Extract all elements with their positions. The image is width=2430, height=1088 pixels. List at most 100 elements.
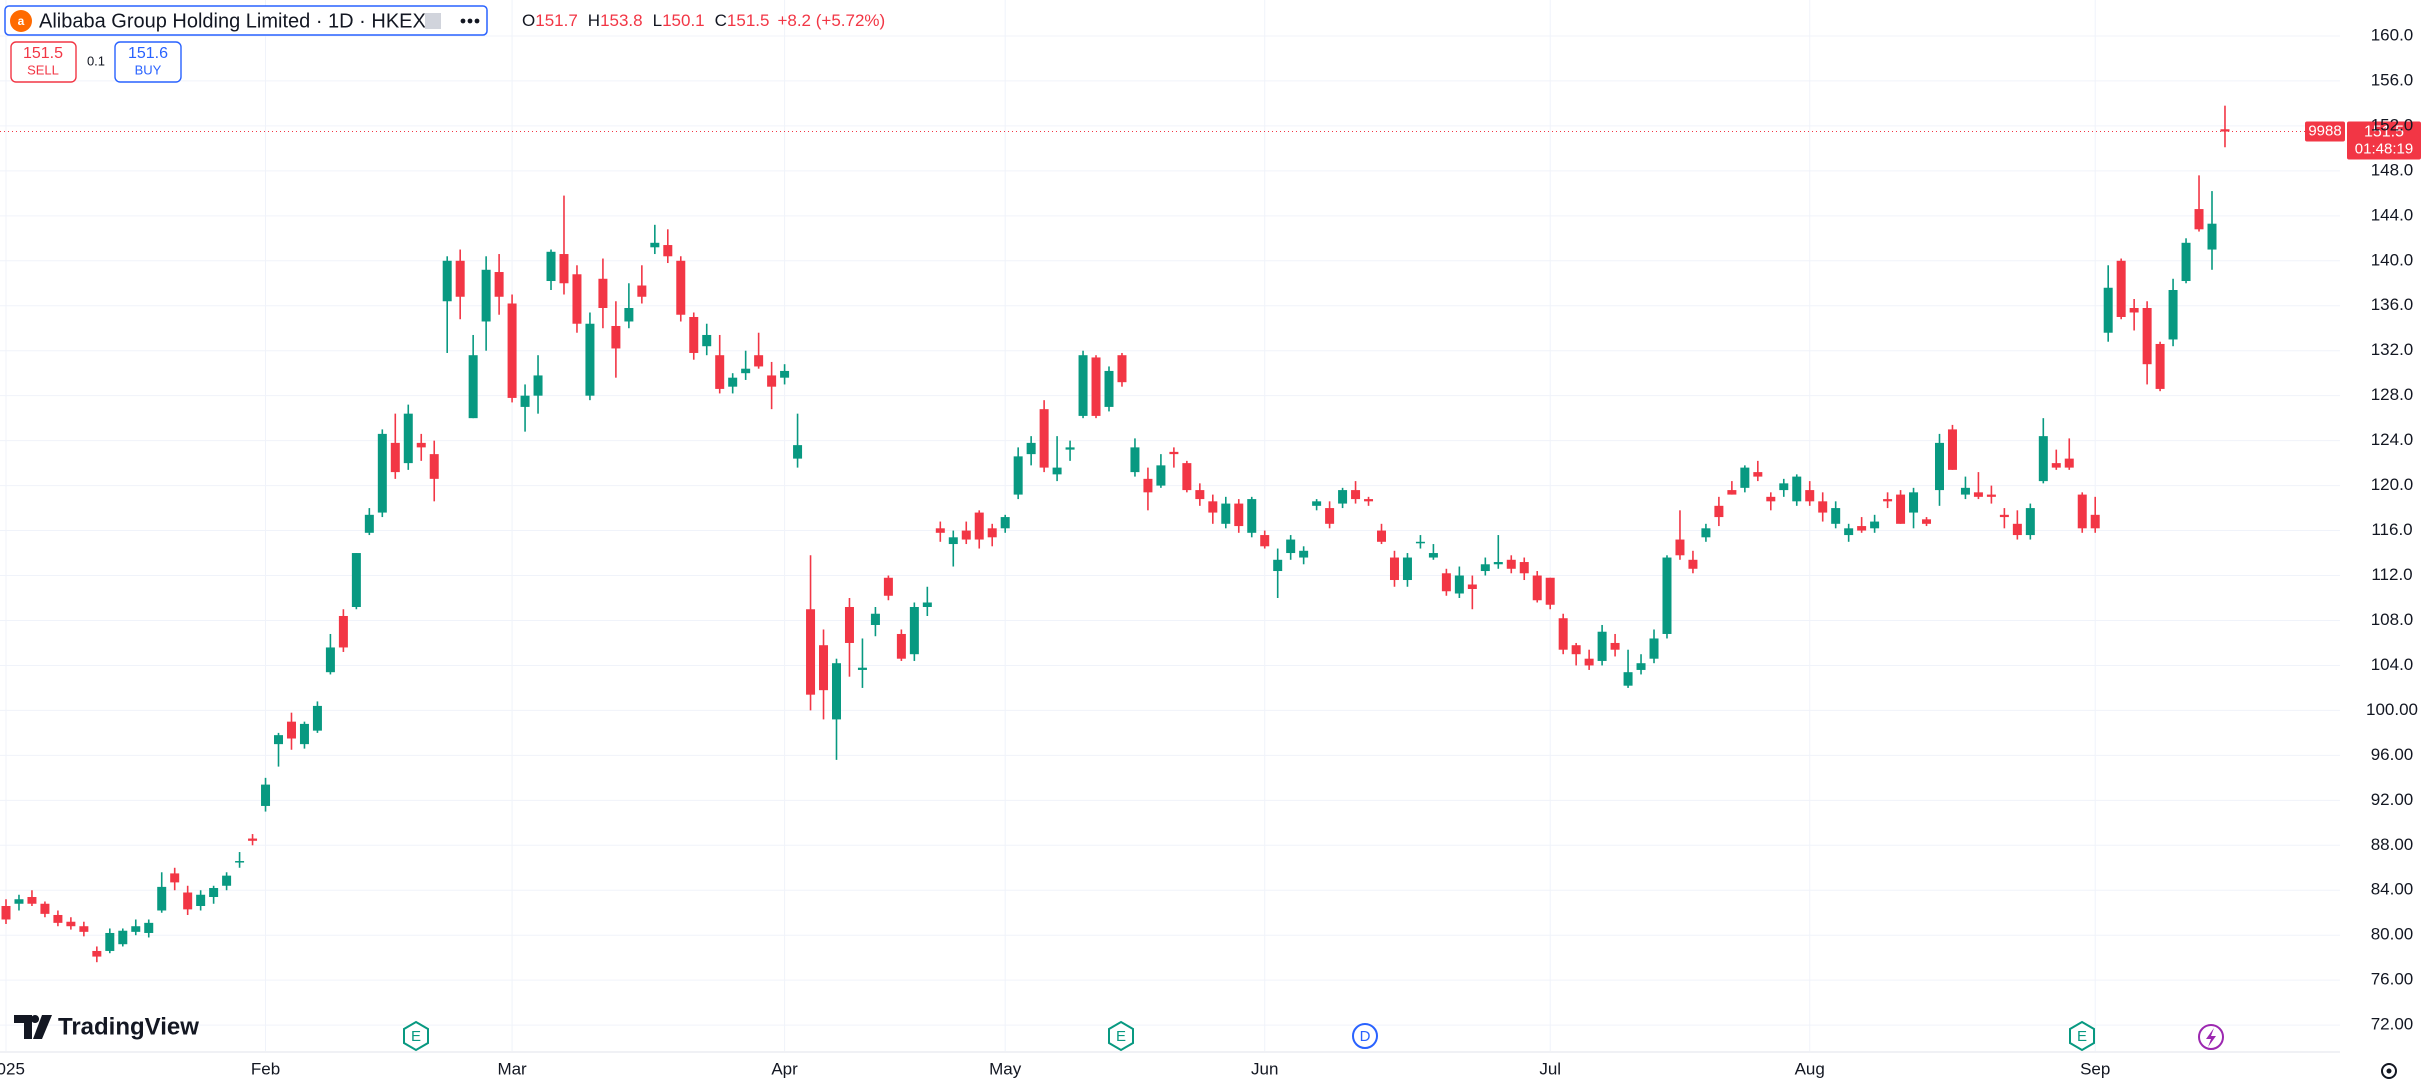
event-badge[interactable]: D	[1352, 1023, 1378, 1049]
candle-body	[1156, 465, 1166, 486]
ohlc-value: 153.8	[600, 11, 643, 30]
candle-body	[1727, 490, 1737, 495]
candle-body	[611, 325, 621, 349]
candle-body	[183, 892, 193, 910]
symbol-box[interactable]	[4, 5, 488, 36]
candle-body	[1558, 618, 1568, 650]
candle-body	[1117, 355, 1127, 383]
candle-body	[1221, 503, 1231, 524]
y-tick-label: 80.00	[2371, 925, 2414, 944]
candle-body	[248, 838, 258, 841]
brand-name: TradingView	[58, 1013, 199, 1040]
y-tick-label: 76.00	[2371, 970, 2414, 989]
price-tag-value: 151.5	[2364, 124, 2404, 141]
symbol-title[interactable]: Alibaba Group Holding Limited · 1D · HKE…	[39, 10, 426, 32]
price-tag-countdown: 01:48:19	[2355, 140, 2413, 157]
candle-body	[1480, 564, 1490, 572]
brand-logo[interactable]: TradingView	[14, 1013, 199, 1040]
candle-body	[92, 950, 102, 957]
buy-label: BUY	[135, 62, 162, 77]
ohlc-value: 151.5	[727, 11, 770, 30]
candle-body	[1039, 409, 1049, 468]
candle-body	[286, 721, 296, 739]
lightning-badge[interactable]	[2198, 1024, 2224, 1050]
sell-button[interactable]	[10, 41, 77, 83]
x-tick-label: Jun	[1251, 1059, 1278, 1078]
candle-body	[1247, 499, 1257, 533]
x-tick-label: Sep	[2080, 1059, 2110, 1078]
candle-body	[1052, 467, 1062, 475]
y-tick-label: 116.0	[2371, 520, 2412, 539]
dot	[460, 18, 466, 24]
candle-body	[1234, 503, 1244, 527]
logo-glyph: a	[18, 14, 25, 28]
candle-body	[416, 442, 426, 448]
candle-body	[390, 442, 400, 473]
settings-button[interactable]	[2381, 1063, 2397, 1079]
ohlc-key: L	[653, 11, 662, 30]
candle-body	[1766, 496, 1776, 502]
candle-body	[403, 413, 413, 464]
y-tick-label: 128.0	[2371, 385, 2414, 404]
candle-body	[1091, 357, 1101, 416]
candle-body	[961, 530, 971, 540]
candle-body	[1506, 559, 1516, 569]
candle-body	[351, 553, 361, 607]
candle-body	[520, 395, 530, 407]
badge-shape	[1108, 1020, 1134, 1052]
candle-body	[364, 514, 374, 533]
candle-body	[2025, 508, 2035, 536]
candle-body	[1454, 575, 1464, 594]
change: +8.2 (+5.72%)	[777, 11, 885, 30]
y-tick-label: 124.0	[2371, 430, 2414, 449]
price-tag	[2347, 121, 2421, 160]
candle-body	[2194, 209, 2204, 230]
badge-label: D	[1360, 1028, 1371, 1045]
y-tick-label: 140.0	[2371, 250, 2414, 269]
candle-body	[1312, 501, 1322, 506]
candle-body	[1909, 492, 1919, 513]
badge-shape	[403, 1020, 429, 1052]
candle-body	[2103, 287, 2113, 333]
y-tick-label: 100.00	[2366, 700, 2418, 719]
candle-body	[1740, 467, 1750, 488]
y-tick-label: 132.0	[2371, 340, 2414, 359]
dot	[467, 18, 473, 24]
candle-body	[1675, 539, 1685, 556]
y-tick-label: 152.0	[2371, 115, 2414, 134]
candle-body	[2090, 514, 2100, 529]
symbol-logo	[10, 10, 32, 32]
candle-body	[2064, 458, 2074, 468]
sell-price: 151.5	[23, 45, 63, 62]
candle-body	[1818, 501, 1828, 513]
badge-label: E	[2077, 1028, 2087, 1045]
candle-body	[1338, 490, 1348, 504]
brand-mark	[14, 1015, 52, 1039]
event-badge[interactable]: E	[2069, 1020, 2095, 1052]
candle-body	[1999, 514, 2009, 518]
candle-body	[222, 875, 232, 886]
candle-body	[533, 375, 543, 396]
candle-body	[196, 894, 206, 906]
ohlc-legend: O151.7 H153.8 L150.1 C151.5 +8.2 (+5.72%)	[522, 11, 885, 30]
gear-hub	[2386, 1068, 2392, 1074]
candle-body	[2155, 343, 2165, 389]
y-tick-label: 96.00	[2371, 745, 2414, 764]
candle-body	[377, 433, 387, 513]
event-badge[interactable]: E	[403, 1020, 429, 1052]
candle-body	[1065, 447, 1075, 450]
candle-body	[325, 647, 335, 673]
candle-body	[66, 921, 76, 927]
candle-body	[2012, 523, 2022, 536]
candle-body	[1947, 429, 1957, 470]
candle-body	[1441, 573, 1451, 592]
spread: 0.1	[87, 53, 105, 68]
buy-button[interactable]	[114, 41, 182, 83]
candle-body	[468, 355, 478, 419]
candle-body	[1805, 490, 1815, 502]
event-badge[interactable]: E	[1108, 1020, 1134, 1052]
x-tick-label: Jul	[1539, 1059, 1561, 1078]
more-button[interactable]	[460, 18, 480, 24]
